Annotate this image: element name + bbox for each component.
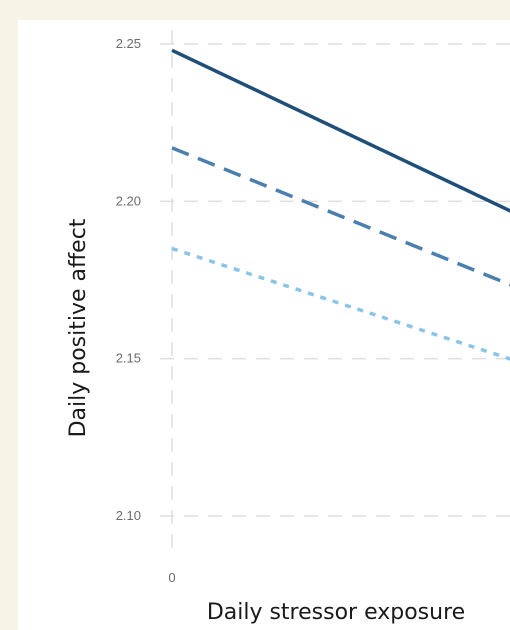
series-lines xyxy=(171,48,510,361)
y-tick-label: 2.25 xyxy=(116,36,141,51)
plot-panel xyxy=(18,20,510,630)
tick-labels: 2.25 2.20 2.15 2.10 0 xyxy=(116,36,176,585)
x-axis-title: Daily stressor exposure xyxy=(207,600,465,625)
y-tick-label: 2.15 xyxy=(116,351,141,366)
y-axis-title: Daily positive affect xyxy=(66,218,91,437)
y-tick-label: 2.10 xyxy=(116,508,141,523)
series-line-dashed xyxy=(171,146,510,287)
series-line-dotted xyxy=(171,246,510,361)
x-tick-label: 0 xyxy=(168,570,175,585)
grid-lines xyxy=(160,30,510,555)
y-tick-label: 2.20 xyxy=(116,193,141,208)
series-line-solid xyxy=(171,48,510,213)
